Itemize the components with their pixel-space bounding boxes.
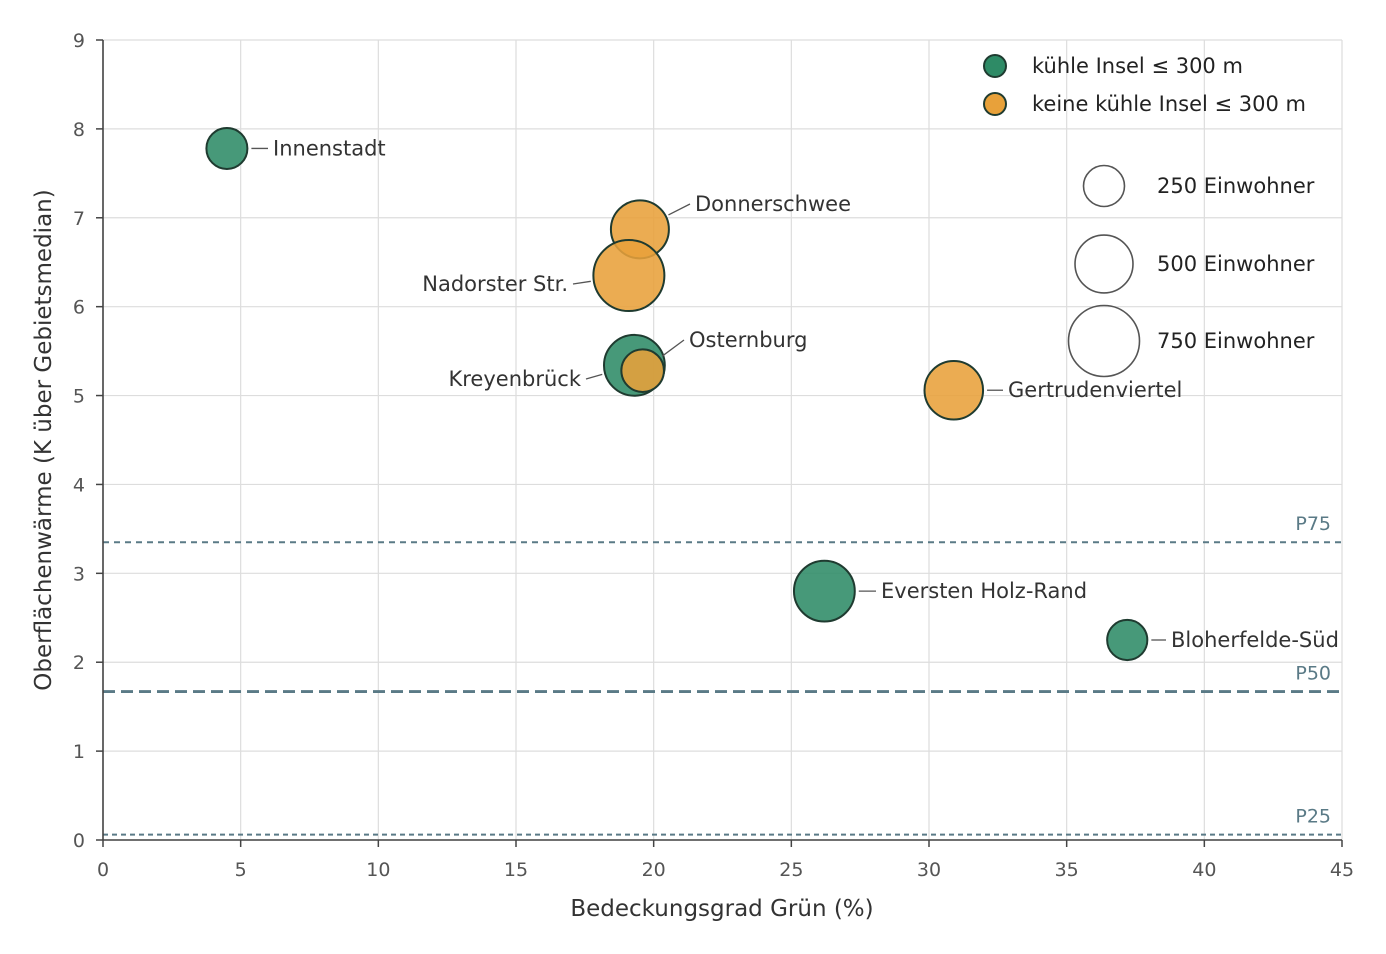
y-tick-label: 4 bbox=[73, 474, 85, 496]
x-tick-label: 25 bbox=[779, 859, 803, 881]
size-legend-label-750: 750 Einwohner bbox=[1157, 329, 1315, 353]
y-tick-label: 5 bbox=[73, 386, 85, 408]
reference-lines: P75 P50 P25 bbox=[103, 513, 1342, 836]
y-tick-label: 2 bbox=[73, 652, 85, 674]
y-tick-label: 1 bbox=[73, 741, 85, 763]
point-label-osternburg: Osternburg bbox=[689, 328, 807, 352]
bubble-innenstadt bbox=[205, 126, 249, 170]
y-tick-label: 7 bbox=[73, 208, 85, 230]
y-tick-label: 9 bbox=[73, 30, 85, 52]
reference-label-p50: P50 bbox=[1295, 663, 1331, 685]
x-tick-label: 5 bbox=[235, 859, 247, 881]
x-tick-label: 10 bbox=[366, 859, 390, 881]
point-label-donnerschwee: Donnerschwee bbox=[695, 192, 851, 216]
x-tick-label: 35 bbox=[1055, 859, 1079, 881]
bubble-bloherfelde-s-d bbox=[1106, 618, 1149, 662]
reference-label-p75: P75 bbox=[1295, 513, 1331, 535]
point-label-gertrudenviertel: Gertrudenviertel bbox=[1008, 378, 1182, 402]
size-legend-label-250: 250 Einwohner bbox=[1157, 174, 1315, 198]
point-label-eversten-holz-rand: Eversten Holz-Rand bbox=[881, 579, 1087, 603]
y-tick-label: 0 bbox=[73, 830, 85, 852]
x-tick-label: 20 bbox=[642, 859, 666, 881]
bubble-eversten-holz-rand bbox=[792, 559, 856, 623]
leader-line-nadorster-str- bbox=[572, 280, 591, 285]
point-label-nadorster-str-: Nadorster Str. bbox=[422, 272, 568, 296]
size-legend-label-500: 500 Einwohner bbox=[1157, 252, 1315, 276]
bubble-nadorster-str- bbox=[592, 239, 666, 313]
y-tick-label: 6 bbox=[73, 297, 85, 319]
reference-label-p25: P25 bbox=[1295, 806, 1331, 828]
x-tick-label: 30 bbox=[917, 859, 941, 881]
x-axis-title: Bedeckungsgrad Grün (%) bbox=[570, 896, 873, 922]
leader-line-kreyenbr-ck bbox=[585, 373, 603, 380]
leader-line-donnerschwee bbox=[668, 203, 691, 216]
x-tick-label: 40 bbox=[1192, 859, 1216, 881]
bubble-osternburg bbox=[620, 348, 665, 393]
data-points bbox=[205, 126, 1149, 662]
y-tick-label: 3 bbox=[73, 563, 85, 585]
x-tick-label: 45 bbox=[1330, 859, 1354, 881]
legend: kühle Insel ≤ 300 m keine kühle Insel ≤ 3… bbox=[983, 54, 1315, 378]
x-tick-label: 0 bbox=[97, 859, 109, 881]
size-legend-circle-500 bbox=[1074, 234, 1134, 294]
point-label-bloherfelde-s-d: Bloherfelde-Süd bbox=[1171, 628, 1339, 652]
legend-label-warm: keine kühle Insel ≤ 300 m bbox=[1032, 92, 1306, 116]
point-labels: Innenstadt Donnerschwee Nadorster Str. Krey… bbox=[251, 136, 1339, 652]
legend-marker-cool bbox=[983, 54, 1007, 78]
point-label-kreyenbr-ck: Kreyenbrück bbox=[448, 367, 581, 391]
leader-line-osternburg bbox=[661, 339, 685, 357]
size-legend-circle-750 bbox=[1067, 304, 1141, 378]
x-tick-label: 15 bbox=[504, 859, 528, 881]
point-label-innenstadt: Innenstadt bbox=[273, 136, 386, 160]
y-axis-title: Oberflächenwärme (K über Gebietsmedian) bbox=[31, 189, 57, 690]
legend-label-cool: kühle Insel ≤ 300 m bbox=[1032, 54, 1243, 78]
bubble-gertrudenviertel bbox=[923, 359, 985, 421]
y-tick-label: 8 bbox=[73, 119, 85, 141]
size-legend-circle-250 bbox=[1082, 164, 1126, 208]
legend-marker-warm bbox=[983, 92, 1007, 116]
